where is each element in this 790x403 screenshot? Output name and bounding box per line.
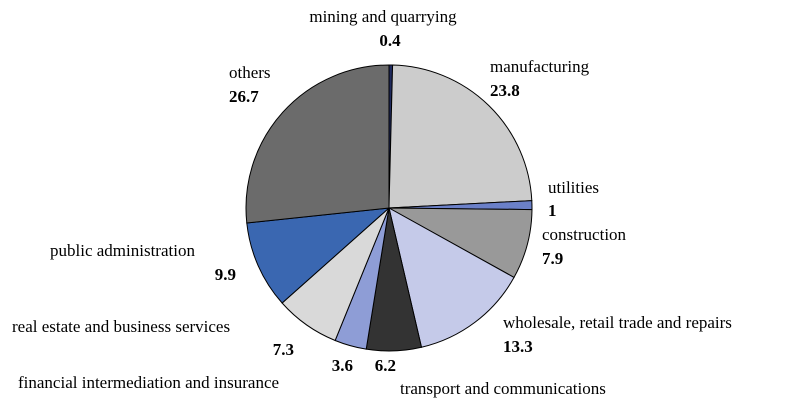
- slice-label: financial intermediation and insurance: [18, 373, 279, 392]
- value-label: 26.7: [229, 87, 259, 106]
- slice-label: mining and quarrying: [309, 7, 457, 26]
- value-label: 23.8: [490, 81, 520, 100]
- slice-label: real estate and business services: [12, 317, 230, 336]
- slice-label: transport and communications: [400, 379, 606, 398]
- value-label: 3.6: [332, 356, 353, 375]
- value-label: 9.9: [215, 265, 236, 284]
- slice-label: manufacturing: [490, 57, 590, 76]
- pie-slice: [246, 207, 391, 304]
- value-label: 6.2: [375, 356, 396, 375]
- slice-label: others: [229, 63, 271, 82]
- value-label: 7.9: [542, 249, 563, 268]
- slice-label: utilities: [548, 178, 599, 197]
- slice-label: public administration: [50, 241, 195, 260]
- pie-slice: [245, 64, 390, 224]
- slice-label: wholesale, retail trade and repairs: [503, 313, 732, 332]
- value-label: 7.3: [273, 340, 294, 359]
- slice-label: construction: [542, 225, 627, 244]
- pie-slice: [388, 64, 533, 209]
- value-label: 1: [548, 201, 557, 220]
- pie-slice: [388, 207, 515, 348]
- value-label: 13.3: [503, 337, 533, 356]
- value-label: 0.4: [379, 31, 401, 50]
